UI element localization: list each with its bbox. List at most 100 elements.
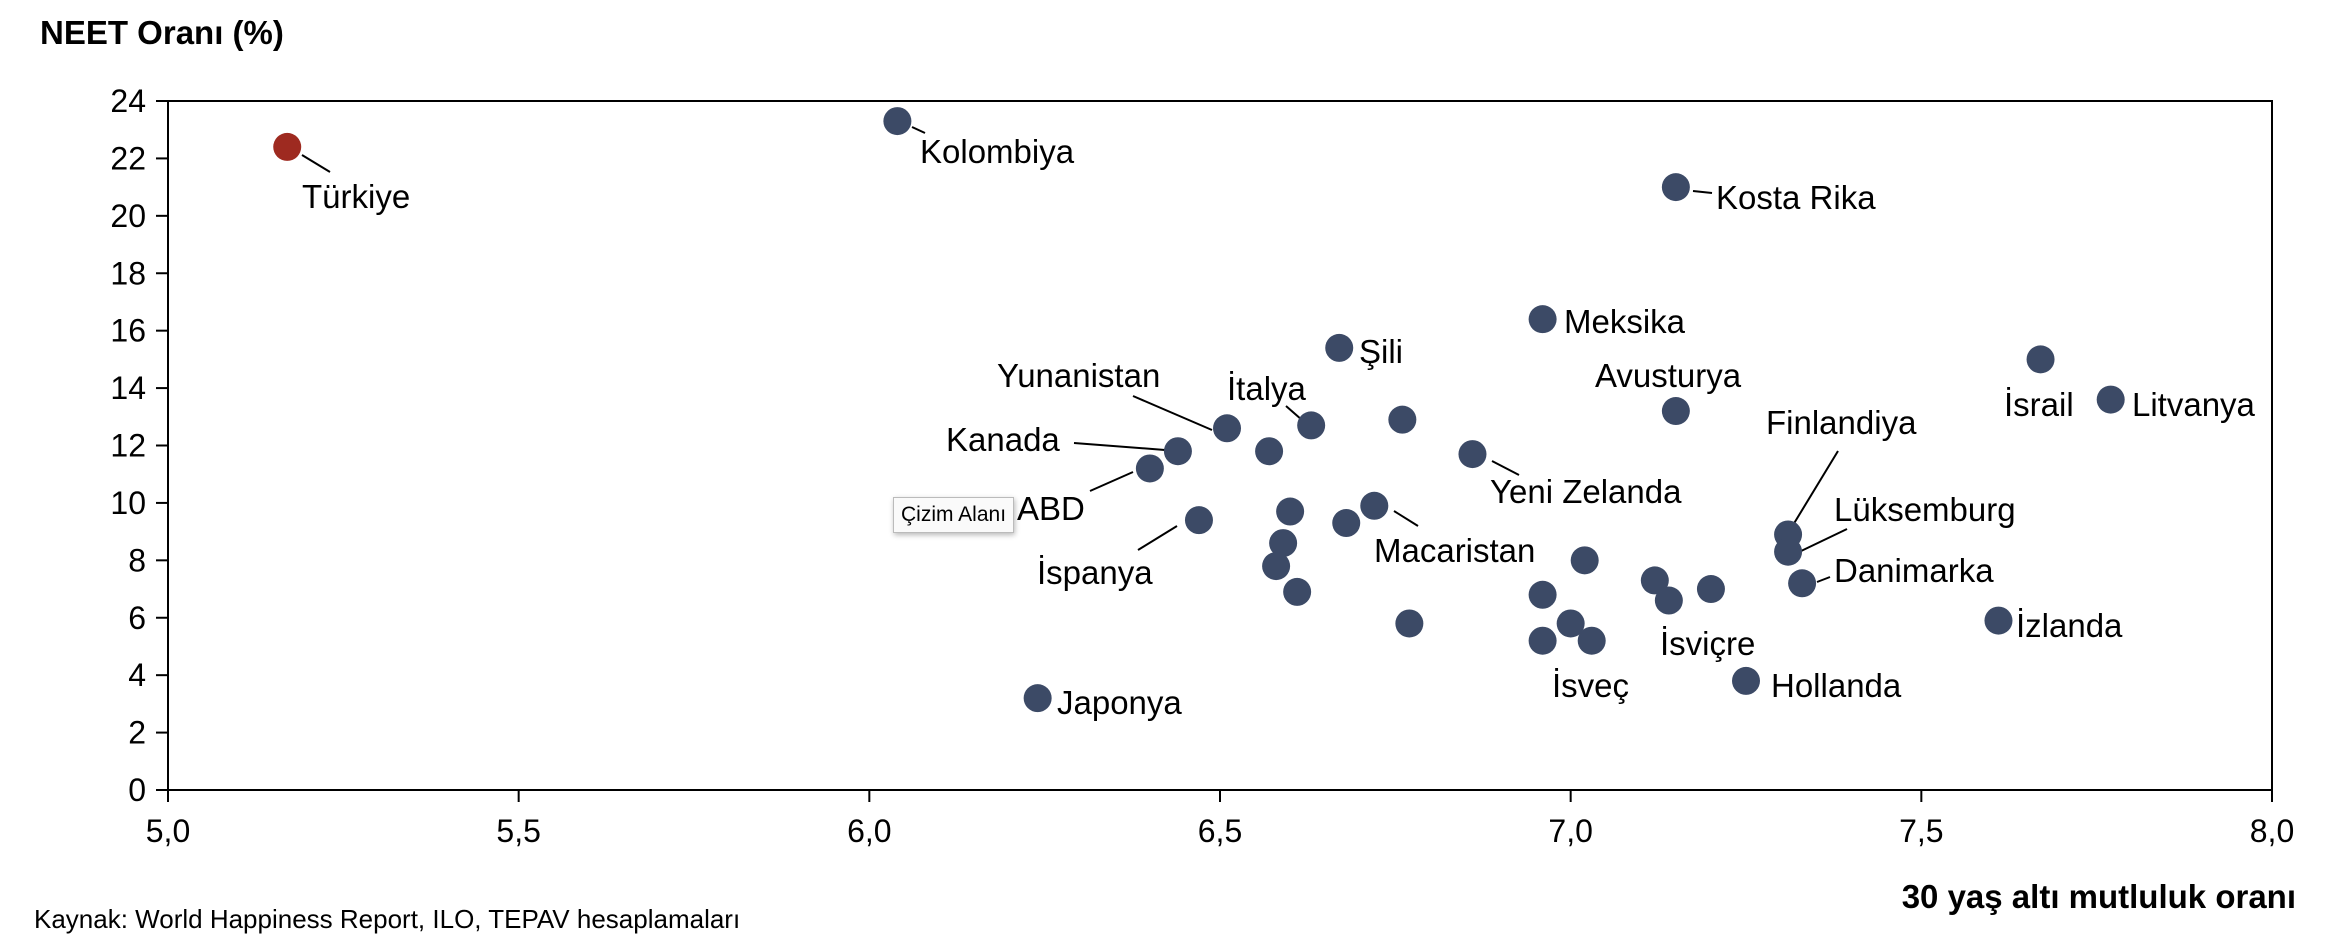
- leader-line: [1393, 510, 1419, 527]
- x-axis-title: 30 yaş altı mutluluk oranı: [1901, 878, 2296, 915]
- x-tick-label: 6,5: [1198, 813, 1242, 849]
- data-point[interactable]: [1732, 666, 1760, 695]
- y-tick-label: 8: [128, 542, 146, 578]
- data-point[interactable]: [883, 107, 912, 136]
- data-point[interactable]: [1388, 405, 1417, 434]
- data-point[interactable]: [1023, 684, 1052, 713]
- y-tick-label: 22: [110, 140, 146, 176]
- point-label: Kanada: [946, 421, 1060, 458]
- data-point[interactable]: [1528, 626, 1557, 655]
- data-point[interactable]: [1395, 609, 1424, 638]
- source-note: Kaynak: World Happiness Report, ILO, TEP…: [34, 904, 741, 934]
- point-label: İsviçre: [1660, 625, 1755, 662]
- leader-line: [1692, 190, 1713, 194]
- data-point[interactable]: [1774, 537, 1803, 566]
- highlight-point[interactable]: [273, 132, 302, 161]
- data-point[interactable]: [1184, 506, 1213, 535]
- y-tick-label: 20: [110, 198, 146, 234]
- data-point[interactable]: [1276, 497, 1305, 526]
- data-point[interactable]: [2026, 345, 2055, 374]
- data-point[interactable]: [2096, 385, 2125, 414]
- point-label: İspanya: [1037, 554, 1153, 591]
- y-tick-label: 0: [128, 772, 146, 808]
- data-points: [273, 107, 2125, 713]
- point-label: Finlandiya: [1766, 404, 1917, 441]
- data-point[interactable]: [1163, 437, 1192, 466]
- data-point[interactable]: [1661, 397, 1690, 426]
- leader-lines: [301, 126, 1848, 583]
- point-label: Yeni Zelanda: [1490, 473, 1682, 510]
- point-label: Meksika: [1564, 303, 1686, 340]
- y-tick-label: 16: [110, 313, 146, 349]
- data-point[interactable]: [1325, 333, 1354, 362]
- y-tick-label: 2: [128, 715, 146, 751]
- data-point[interactable]: [1788, 569, 1817, 598]
- y-tick-label: 14: [110, 370, 146, 406]
- y-tick-label: 4: [128, 657, 146, 693]
- point-labels: Türkiye Kolombiya Kosta Rika Meksika Şili İsr…: [302, 133, 2256, 721]
- point-label: Şili: [1359, 333, 1403, 370]
- point-label: Kosta Rika: [1716, 179, 1876, 216]
- point-label: Avusturya: [1595, 357, 1742, 394]
- leader-line: [1491, 460, 1520, 476]
- x-tick-label: 7,5: [1899, 813, 1943, 849]
- leader-line: [911, 126, 926, 134]
- x-tick-label: 6,0: [847, 813, 891, 849]
- data-point[interactable]: [1556, 609, 1585, 638]
- y-tick-label: 24: [110, 83, 146, 119]
- point-label: Litvanya: [2132, 386, 2256, 423]
- x-tick-label: 8,0: [2250, 813, 2294, 849]
- point-label: Macaristan: [1374, 532, 1535, 569]
- data-point[interactable]: [1570, 546, 1599, 575]
- data-point[interactable]: [1458, 440, 1487, 469]
- point-label: Hollanda: [1771, 667, 1902, 704]
- point-label: Yunanistan: [997, 357, 1160, 394]
- data-point[interactable]: [1297, 411, 1326, 440]
- y-tick-label: 10: [110, 485, 146, 521]
- data-point[interactable]: [1269, 529, 1298, 558]
- leader-line: [1073, 442, 1166, 451]
- data-point[interactable]: [1640, 566, 1669, 595]
- leader-line: [1798, 528, 1848, 553]
- data-point[interactable]: [1262, 552, 1291, 581]
- data-point[interactable]: [1135, 454, 1164, 483]
- data-point[interactable]: [1213, 414, 1242, 443]
- data-point[interactable]: [1528, 580, 1557, 609]
- leader-line: [1285, 405, 1303, 421]
- point-label: ABD: [1017, 490, 1085, 527]
- y-tick-label: 12: [110, 428, 146, 464]
- data-point[interactable]: [1360, 491, 1389, 520]
- point-label: İsrail: [2004, 386, 2074, 423]
- data-point[interactable]: [1661, 173, 1690, 202]
- leader-line: [1137, 525, 1178, 551]
- plot-area[interactable]: [167, 100, 2273, 791]
- leader-line: [301, 154, 331, 173]
- data-point[interactable]: [1255, 437, 1284, 466]
- point-label: Danimarka: [1834, 552, 1994, 589]
- leader-line: [1816, 576, 1831, 583]
- data-point[interactable]: [1528, 305, 1557, 334]
- leader-line: [1132, 395, 1213, 431]
- plot-area-tooltip: Çizim Alanı: [893, 497, 1015, 533]
- x-tick-label: 7,0: [1548, 813, 1592, 849]
- x-tick-label: 5,5: [496, 813, 540, 849]
- data-point[interactable]: [1696, 575, 1725, 604]
- data-point[interactable]: [1984, 606, 2013, 635]
- y-tick-label: 18: [110, 255, 146, 291]
- point-label: Japonya: [1057, 684, 1182, 721]
- point-label: Lüksemburg: [1834, 491, 2016, 528]
- data-point[interactable]: [1577, 626, 1606, 655]
- leader-line: [1089, 471, 1134, 492]
- data-point[interactable]: [1332, 509, 1361, 538]
- point-label: İsveç: [1552, 667, 1629, 704]
- leader-line: [1789, 450, 1839, 531]
- y-tick-label: 6: [128, 600, 146, 636]
- data-point[interactable]: [1654, 586, 1683, 615]
- point-label: Kolombiya: [920, 133, 1075, 170]
- y-axis-title: NEET Oranı (%): [40, 14, 284, 51]
- point-label: İtalya: [1227, 370, 1307, 407]
- data-point[interactable]: [1283, 577, 1312, 606]
- point-label: Türkiye: [302, 178, 410, 215]
